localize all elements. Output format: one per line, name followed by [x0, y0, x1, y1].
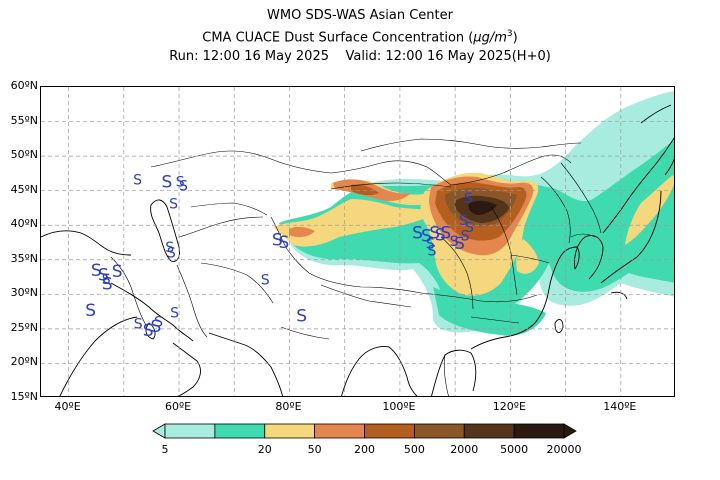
dust-station-marker: S: [272, 230, 283, 250]
dust-concentration-field: [273, 91, 674, 336]
colorbar-tick-label: 5: [161, 443, 169, 456]
longitude-tick-label: 100ºE: [382, 400, 416, 413]
title-unit-exponent: 3: [506, 29, 513, 39]
latitude-tick-label: 30ºN: [10, 286, 38, 300]
dust-station-marker: S: [454, 234, 465, 254]
latitude-tick-label: 20ºN: [10, 355, 38, 369]
dust-station-marker: S: [134, 317, 143, 333]
latitude-tick-label: 40ºN: [10, 217, 38, 231]
colorbar-tick-label: 5000: [500, 443, 529, 456]
colorbar: [152, 423, 577, 439]
dust-station-marker: S: [426, 237, 435, 253]
latitude-tick-label: 25ºN: [10, 320, 38, 334]
longitude-tick-label: 60ºE: [164, 400, 192, 413]
dust-station-marker: S: [165, 240, 174, 256]
dust-station-marker: S: [296, 306, 307, 326]
title-block: WMO SDS-WAS Asian Center CMA CUACE Dust …: [0, 6, 720, 66]
dust-station-marker: S: [412, 224, 423, 244]
dust-station-marker: S: [161, 172, 172, 192]
dust-station-marker: S: [102, 272, 111, 288]
dust-station-marker: S: [450, 234, 459, 250]
colorbar-cell: [314, 423, 365, 439]
colorbar-cell: [463, 423, 515, 439]
colorbar-cell: [364, 423, 415, 439]
colorbar-cell: [164, 423, 216, 439]
dust-station-marker: S: [85, 301, 96, 321]
dust-station-marker: S: [435, 226, 446, 246]
latitude-tick-label: 50ºN: [10, 148, 38, 162]
colorbar-tick-label: 20: [257, 443, 272, 456]
colorbar-max-arrow: [563, 423, 577, 439]
colorbar-cell: [264, 423, 316, 439]
longitude-tick-label: 40ºE: [54, 400, 81, 413]
dust-station-marker: S: [176, 174, 185, 190]
gridlines: [41, 87, 674, 396]
dust-station-marker: S: [440, 224, 451, 244]
colorbar-tick-label: 200: [354, 443, 375, 456]
longitude-tick-label: 140ºE: [603, 400, 637, 413]
dust-station-marker: S: [150, 317, 161, 337]
title-line-3: Run: 12:00 16 May 2025 Valid: 12:00 16 M…: [169, 49, 551, 65]
dust-station-marker: S: [112, 262, 123, 282]
colorbar-tick-label: 2000: [450, 443, 479, 456]
dust-station-marker: S: [429, 224, 440, 244]
dust-station-marker: S: [170, 306, 179, 322]
longitude-tick-label: 80ºE: [275, 400, 302, 413]
dust-station-marker: S: [261, 273, 270, 289]
title-line-2-suffix: ): [512, 30, 518, 46]
dust-station-marker: S: [102, 275, 113, 295]
latitude-tick-label: 60ºN: [10, 79, 38, 92]
colorbar-cell: [513, 423, 565, 439]
dust-station-marker: S: [91, 261, 102, 281]
dust-station-marker: S: [421, 226, 432, 246]
colorbar-tick-label: 50: [307, 443, 322, 456]
dust-station-marker: S: [154, 315, 163, 331]
dust-station-marker: S: [179, 179, 188, 195]
title-line-1: WMO SDS-WAS Asian Center: [267, 8, 453, 23]
colorbar-cell: [413, 423, 465, 439]
dust-station-marker: S: [461, 228, 470, 244]
dust-station-marker: S: [167, 246, 176, 262]
title-unit-base: μg/m: [473, 30, 507, 46]
title-line-2-prefix: CMA CUACE Dust Surface Concentration (: [202, 30, 474, 46]
dust-station-marker: S: [459, 213, 468, 229]
dust-station-marker: S: [143, 321, 154, 341]
title-line-2: CMA CUACE Dust Surface Concentration (μg…: [0, 25, 720, 47]
colorbar-tick-label: 20000: [546, 443, 582, 456]
country-borders: [110, 138, 602, 396]
colorbar-cells: [152, 423, 577, 439]
latitude-tick-label: 45ºN: [10, 182, 38, 196]
longitude-tick-label: 120ºE: [492, 400, 526, 413]
dust-station-marker: S: [427, 243, 436, 259]
dust-station-marker: S: [98, 266, 109, 286]
colorbar-cell: [214, 423, 266, 439]
dust-station-marker: S: [169, 196, 178, 212]
latitude-tick-label: 15ºN: [10, 390, 38, 403]
dust-station-marker: S: [464, 191, 473, 207]
colorbar-tick-label: 500: [403, 443, 425, 456]
latitude-tick-label: 55ºN: [10, 113, 38, 127]
latitude-tick-label: 35ºN: [10, 251, 38, 265]
dust-station-marker: S: [133, 172, 142, 188]
dust-station-marker: S: [465, 220, 474, 236]
dust-station-marker: S: [279, 233, 290, 253]
colorbar-min-arrow: [152, 423, 166, 439]
